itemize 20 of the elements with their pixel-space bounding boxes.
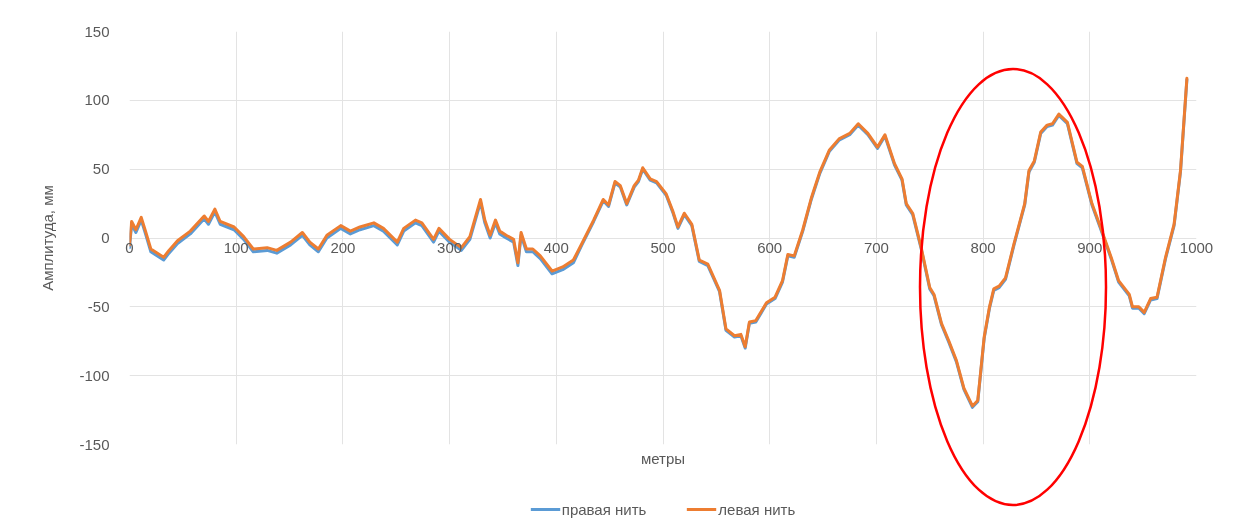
x-tick-label: 0 <box>125 238 134 256</box>
x-tick-label: 600 <box>757 238 783 256</box>
x-tick-label: 400 <box>543 238 569 256</box>
y-tick-label: 50 <box>92 160 110 178</box>
x-tick-label: 500 <box>650 238 676 256</box>
legend-label: правая нить <box>561 500 647 518</box>
x-tick-label: 1000 <box>1179 238 1214 256</box>
y-tick-label: -150 <box>79 435 110 453</box>
y-tick-label: 100 <box>84 91 110 109</box>
x-tick-label: 100 <box>223 238 249 256</box>
legend-label: левая нить <box>718 500 796 518</box>
y-axis-title: Амплитуда, мм <box>39 185 57 291</box>
x-axis-title: метры <box>640 449 686 467</box>
y-tick-label: -50 <box>87 297 110 315</box>
x-tick-label: 900 <box>1077 238 1103 256</box>
y-tick-label: -100 <box>79 366 110 384</box>
y-tick-label: 150 <box>84 22 110 40</box>
x-tick-label: 200 <box>330 238 356 256</box>
x-tick-label: 700 <box>863 238 889 256</box>
x-tick-label: 800 <box>970 238 996 256</box>
